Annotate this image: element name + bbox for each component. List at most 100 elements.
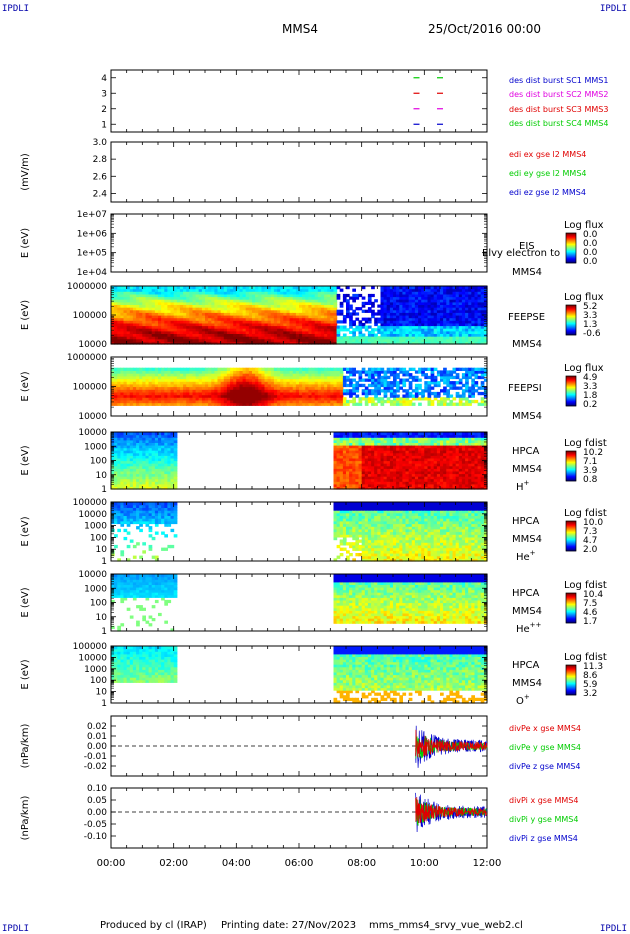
spectrogram-cell: [264, 341, 269, 345]
spectrogram-cell: [145, 378, 150, 382]
spectrogram-cell: [164, 317, 168, 321]
spectrogram-cell: [292, 383, 297, 388]
spectrogram-cell: [161, 322, 165, 327]
spectrogram-cell: [418, 333, 422, 337]
spectrogram-cell: [148, 463, 153, 467]
spectrogram-cell: [158, 328, 162, 332]
spectrogram-cell: [136, 447, 140, 451]
spectrogram-cell: [129, 373, 134, 377]
colorbar-swatch: [566, 242, 576, 244]
spectrogram-cell: [320, 394, 325, 398]
spectrogram-cell: [324, 322, 328, 327]
spectrogram-cell: [283, 373, 287, 377]
spectrogram-cell: [386, 307, 391, 311]
spectrogram-cell: [377, 383, 381, 388]
spectrogram-cell: [255, 389, 259, 393]
spectrogram-cell: [427, 383, 432, 388]
spectrogram-cell: [261, 367, 266, 371]
spectrogram-cell: [192, 394, 197, 398]
spectrogram-cell: [189, 389, 193, 393]
spectrogram-cell: [136, 455, 140, 459]
spectrogram-cell: [317, 296, 322, 300]
spectrogram-cell: [136, 288, 140, 292]
spectrogram-cell: [192, 391, 197, 396]
spectrogram-cell: [136, 378, 140, 382]
spectrogram-cell: [383, 338, 388, 342]
spectrogram-cell: [377, 386, 381, 390]
spectrogram-cell: [252, 375, 256, 380]
spectrogram-cell: [305, 315, 309, 319]
spectrogram-cell: [132, 386, 137, 390]
spectrogram-cell: [201, 317, 206, 321]
spectrogram-cell: [233, 299, 237, 303]
spectrogram-cell: [333, 293, 338, 298]
spectrogram-cell: [414, 397, 419, 401]
spectrogram-cell: [114, 437, 118, 441]
spectrogram-cell: [411, 394, 416, 398]
spectrogram-cell: [449, 301, 454, 305]
spectrogram-cell: [145, 439, 150, 443]
spectrogram-cell: [167, 322, 172, 327]
spectrogram-cell: [151, 309, 156, 313]
spectrogram-cell: [154, 457, 159, 462]
spectrogram-cell: [443, 291, 447, 295]
spectrogram-cell: [283, 336, 287, 340]
spectrogram-cell: [142, 399, 146, 404]
spectrogram-cell: [248, 373, 253, 377]
spectrogram-cell: [248, 391, 253, 396]
spectrogram-cell: [154, 447, 159, 451]
spectrogram-cell: [458, 338, 463, 342]
spectrogram-cell: [120, 338, 125, 342]
spectrogram-cell: [111, 370, 115, 374]
spectrogram-cell: [176, 378, 181, 382]
spectrogram-cell: [449, 399, 454, 404]
spectrogram-cell: [139, 399, 143, 404]
spectrogram-cell: [158, 399, 162, 404]
spectrogram-cell: [346, 304, 350, 308]
spectrogram-cell: [136, 322, 140, 327]
y-tick-label: 1e+04: [77, 268, 108, 278]
spectrogram-cell: [139, 476, 143, 480]
spectrogram-cell: [295, 375, 300, 380]
spectrogram-cell: [192, 330, 197, 334]
spectrogram-cell: [136, 432, 140, 436]
spectrogram-cell: [471, 391, 475, 396]
spectrogram-cell: [217, 301, 222, 305]
spectrogram-cell: [280, 399, 284, 404]
colorbar-swatch: [566, 380, 576, 382]
spectrogram-cell: [440, 307, 444, 311]
spectrogram-cell: [173, 486, 178, 490]
spectrogram-cell: [145, 391, 150, 396]
spectrogram-cell: [336, 309, 341, 313]
spectrogram-cell: [117, 457, 121, 462]
spectrogram-cell: [342, 320, 347, 324]
spectrogram-cell: [446, 325, 450, 329]
spectrogram-cell: [179, 320, 184, 324]
spectrogram-cell: [151, 483, 156, 487]
colorbar-tick-label: 4.9: [583, 373, 598, 383]
spectrogram-cell: [208, 307, 212, 311]
spectrogram-cell: [311, 386, 316, 390]
spectrogram-cell: [120, 325, 125, 329]
spectrogram-cell: [333, 386, 338, 390]
spectrogram-cell: [483, 370, 488, 374]
spectrogram-cell: [421, 333, 425, 337]
spectrogram-cell: [402, 309, 407, 313]
spectrogram-cell: [164, 373, 168, 377]
spectrogram-cell: [252, 322, 256, 327]
spectrogram-cell: [170, 338, 175, 342]
spectrogram-cell: [414, 386, 419, 390]
spectrogram-cell: [211, 299, 215, 303]
spectrogram-cell: [430, 338, 435, 342]
spectrogram-cell: [148, 291, 153, 295]
spectrogram-cell: [148, 455, 153, 459]
spectrogram-cell: [483, 367, 488, 371]
spectrogram-cell: [236, 301, 240, 305]
spectrogram-cell: [324, 375, 328, 380]
spectrogram-cell: [145, 434, 150, 438]
spectrogram-cell: [339, 325, 344, 329]
spectrogram-cell: [129, 299, 134, 303]
y-tick-label: 2.6: [93, 172, 108, 182]
spectrogram-cell: [245, 328, 250, 332]
spectrogram-cell: [148, 381, 153, 385]
